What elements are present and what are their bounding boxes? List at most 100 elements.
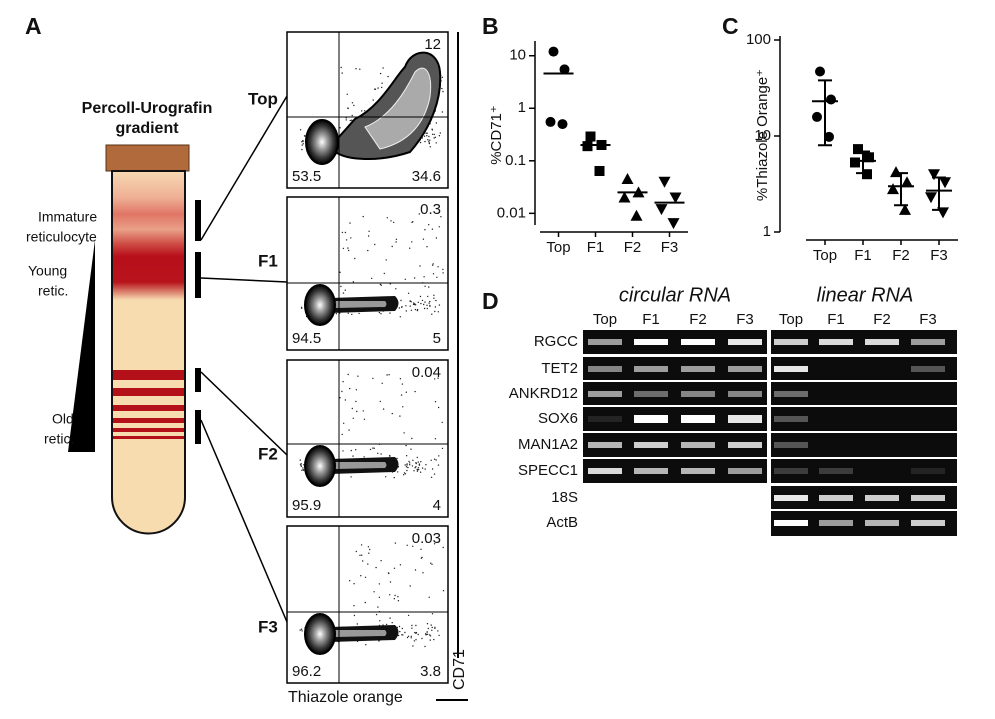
event-dot xyxy=(359,554,361,556)
panel-label: C xyxy=(722,13,739,39)
event-dot xyxy=(381,382,383,384)
event-dot xyxy=(427,139,429,141)
event-dot xyxy=(341,72,343,74)
event-dot xyxy=(435,237,438,239)
event-dot xyxy=(416,308,419,311)
event-dot xyxy=(379,72,382,75)
event-dot xyxy=(356,410,358,413)
event-dot xyxy=(299,629,301,631)
band-label: Immature xyxy=(38,209,97,225)
event-dot xyxy=(395,241,397,243)
event-dot xyxy=(360,575,362,577)
flow-plots: Top 12 53.5 34.6 F1 0.3 94.5 5 F2 0.04 95.9 4 F3 0.03… xyxy=(248,31,449,684)
lane-labels: Top F1 F2 F3 Top F1 F2 F3 xyxy=(593,311,937,328)
quadrant-value: 3.8 xyxy=(420,663,441,680)
event-dot xyxy=(427,295,429,298)
event-dot xyxy=(359,68,361,70)
event-dot xyxy=(434,310,436,313)
event-dot xyxy=(352,455,354,457)
event-dot xyxy=(412,645,414,647)
event-dot xyxy=(389,617,391,619)
event-dot xyxy=(355,449,357,451)
event-dot xyxy=(409,305,411,307)
data-point xyxy=(658,176,671,188)
event-dot xyxy=(367,249,369,252)
tube-title: gradient xyxy=(115,120,179,137)
event-dot xyxy=(405,310,407,312)
event-dot xyxy=(380,313,382,315)
event-dot xyxy=(434,378,436,380)
gene-label: RGCC xyxy=(534,333,578,350)
event-dot xyxy=(435,122,438,124)
gene-label: SOX6 xyxy=(538,410,578,427)
event-dot xyxy=(345,239,348,241)
event-dot xyxy=(425,132,427,134)
gene-label: MAN1A2 xyxy=(518,436,578,453)
gene-label: TET2 xyxy=(541,360,578,377)
event-dot xyxy=(353,614,356,617)
event-dot xyxy=(420,302,422,305)
event-dot xyxy=(420,557,423,559)
lane-label: Top xyxy=(593,311,617,328)
data-point xyxy=(630,209,643,221)
flow-plot: F1 0.3 94.5 5 xyxy=(258,196,449,351)
event-dot xyxy=(437,406,440,409)
plot-frame xyxy=(286,359,449,518)
event-dot xyxy=(355,389,358,391)
event-dot xyxy=(380,284,382,286)
event-dot xyxy=(409,585,411,587)
event-dot xyxy=(367,563,369,565)
event-dot xyxy=(299,129,302,131)
event-dot xyxy=(439,132,441,134)
event-dot xyxy=(397,600,400,602)
density-tail xyxy=(335,630,387,637)
y-tick-label: 100 xyxy=(746,31,771,48)
lane-label: F2 xyxy=(689,311,707,328)
event-dot xyxy=(412,221,414,223)
event-dot xyxy=(410,635,412,637)
event-dot xyxy=(434,306,437,308)
event-dot xyxy=(411,627,413,629)
plot-frame xyxy=(286,525,449,684)
event-dot xyxy=(425,541,428,543)
event-dot xyxy=(345,119,347,121)
event-dot xyxy=(416,470,419,472)
event-dot xyxy=(363,418,366,420)
quadrant-value: 5 xyxy=(433,330,441,347)
event-dot xyxy=(401,627,403,630)
event-dot xyxy=(412,545,414,547)
event-dot xyxy=(388,374,390,376)
tube-bands xyxy=(113,172,184,300)
event-dot xyxy=(358,312,360,315)
event-dot xyxy=(434,401,437,403)
event-dot xyxy=(431,613,434,615)
event-dot xyxy=(428,224,430,226)
event-dot xyxy=(409,300,411,302)
event-dot xyxy=(432,273,435,275)
x-tick-label: F2 xyxy=(624,239,642,256)
event-dot xyxy=(433,458,436,460)
quadrant-value: 96.2 xyxy=(292,663,321,680)
event-dot xyxy=(429,139,431,141)
band-label: reticulocyte xyxy=(26,229,97,245)
event-dot xyxy=(426,631,428,633)
band-label: Old xyxy=(52,411,74,427)
event-dot xyxy=(364,576,367,578)
event-dot xyxy=(380,453,382,455)
event-dot xyxy=(442,268,444,271)
band-label: retic. xyxy=(38,283,68,299)
event-dot xyxy=(301,469,303,471)
event-dot xyxy=(350,237,352,239)
event-dot xyxy=(301,307,303,309)
lane-label: F3 xyxy=(919,311,937,328)
event-dot xyxy=(369,448,372,451)
event-dot xyxy=(423,303,425,306)
error-bar xyxy=(818,79,832,147)
event-dot xyxy=(395,238,398,240)
event-dot xyxy=(344,289,346,291)
event-dot xyxy=(405,305,407,307)
event-dot xyxy=(344,399,347,401)
band-label: retic. xyxy=(44,431,74,447)
event-dot xyxy=(413,640,416,642)
